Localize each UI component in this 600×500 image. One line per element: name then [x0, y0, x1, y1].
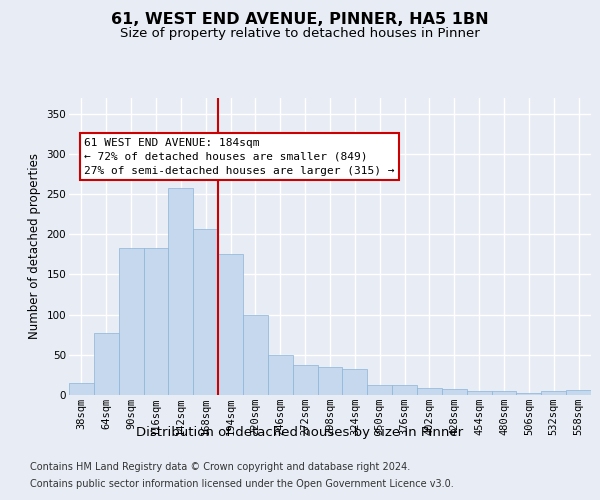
Text: Contains HM Land Registry data © Crown copyright and database right 2024.: Contains HM Land Registry data © Crown c…	[30, 462, 410, 472]
Bar	[566, 390, 591, 395]
Y-axis label: Number of detached properties: Number of detached properties	[28, 153, 41, 340]
Bar	[193, 228, 218, 395]
Bar	[517, 394, 541, 395]
Bar	[119, 248, 143, 395]
Bar	[392, 386, 417, 395]
Bar	[69, 383, 94, 395]
Text: 61 WEST END AVENUE: 184sqm
← 72% of detached houses are smaller (849)
27% of sem: 61 WEST END AVENUE: 184sqm ← 72% of deta…	[85, 138, 395, 175]
Bar	[417, 388, 442, 395]
Bar	[343, 370, 367, 395]
Bar	[317, 367, 343, 395]
Text: Contains public sector information licensed under the Open Government Licence v3: Contains public sector information licen…	[30, 479, 454, 489]
Text: Size of property relative to detached houses in Pinner: Size of property relative to detached ho…	[120, 28, 480, 40]
Bar	[442, 388, 467, 395]
Bar	[467, 391, 491, 395]
Bar	[367, 384, 392, 395]
Text: Distribution of detached houses by size in Pinner: Distribution of detached houses by size …	[136, 426, 464, 439]
Bar	[94, 333, 119, 395]
Text: 61, WEST END AVENUE, PINNER, HA5 1BN: 61, WEST END AVENUE, PINNER, HA5 1BN	[111, 12, 489, 28]
Bar	[169, 188, 193, 395]
Bar	[143, 248, 169, 395]
Bar	[293, 365, 317, 395]
Bar	[491, 391, 517, 395]
Bar	[243, 314, 268, 395]
Bar	[218, 254, 243, 395]
Bar	[268, 355, 293, 395]
Bar	[541, 391, 566, 395]
